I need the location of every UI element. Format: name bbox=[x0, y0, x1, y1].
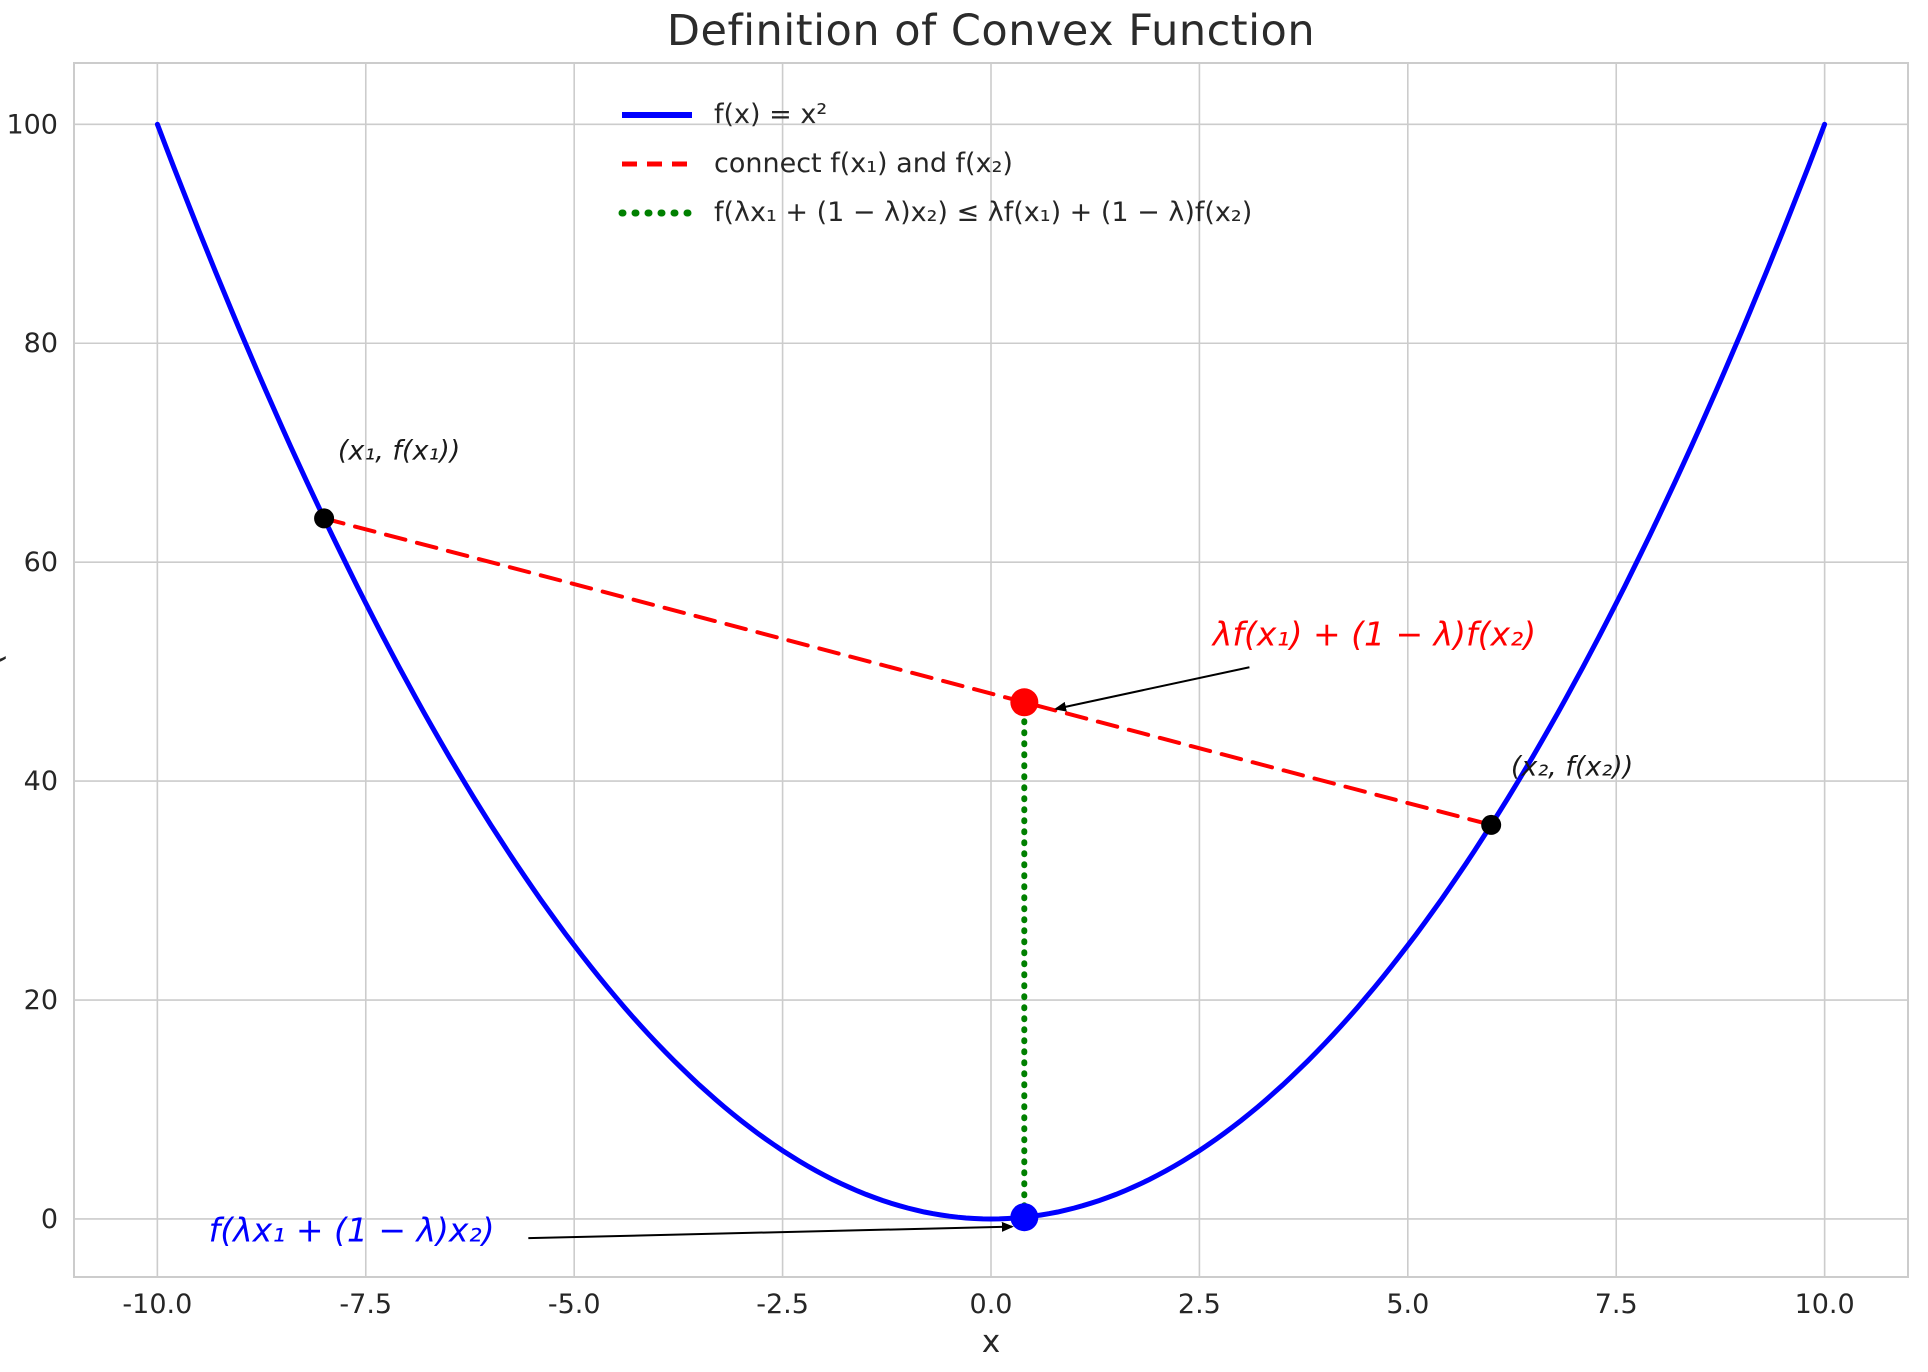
x-tick-label: -10.0 bbox=[122, 1289, 192, 1320]
x-tick-label: -2.5 bbox=[756, 1289, 809, 1320]
legend-label: f(λx₁ + (1 − λ)x₂) ≤ λf(x₁) + (1 − λ)f(x… bbox=[714, 197, 1253, 228]
x-tick-label: 7.5 bbox=[1595, 1289, 1638, 1320]
legend-item-chord: connect f(x₁) and f(x₂) bbox=[618, 139, 1252, 188]
plot-frame bbox=[73, 62, 1909, 1278]
legend-item-curve: f(x) = x² bbox=[618, 90, 1252, 139]
label-point-x2: (x₂, f(x₂)) bbox=[1510, 751, 1634, 783]
legend: f(x) = x² connect f(x₁) and f(x₂) f(λx₁ + … bbox=[618, 90, 1252, 237]
point-chord-interp bbox=[1010, 688, 1039, 717]
x-tick-label: 10.0 bbox=[1795, 1289, 1855, 1320]
legend-item-inequality: f(λx₁ + (1 − λ)x₂) ≤ λf(x₁) + (1 − λ)f(x… bbox=[618, 188, 1252, 237]
y-tick-label: 60 bbox=[24, 547, 58, 578]
legend-sample-solid-line bbox=[622, 111, 692, 118]
x-tick-label: 5.0 bbox=[1386, 1289, 1429, 1320]
y-tick-label: 0 bbox=[41, 1204, 58, 1235]
x-axis-label: x bbox=[981, 1324, 1001, 1360]
y-tick-label: 40 bbox=[24, 766, 58, 797]
x-tick-label: -5.0 bbox=[548, 1289, 601, 1320]
series-curve bbox=[154, 121, 1828, 1222]
y-tick-label: 80 bbox=[24, 328, 58, 359]
y-tick-label: 100 bbox=[6, 109, 58, 140]
point-x2 bbox=[1481, 814, 1502, 835]
label-curve-interp: f(λx₁ + (1 − λ)x₂) bbox=[208, 1210, 495, 1250]
point-x1 bbox=[314, 508, 335, 529]
legend-label: f(x) = x² bbox=[714, 99, 828, 130]
label-chord-interp-arrow bbox=[1054, 666, 1250, 712]
label-point-x1: (x₁, f(x₁)) bbox=[337, 435, 461, 467]
x-tick-label: 0.0 bbox=[970, 1289, 1013, 1320]
x-tick-label: 2.5 bbox=[1178, 1289, 1221, 1320]
series-chord bbox=[322, 516, 1494, 827]
y-tick-label: 20 bbox=[24, 985, 58, 1016]
legend-sample-dotted-line bbox=[618, 209, 696, 216]
x-tick-label: -7.5 bbox=[339, 1289, 392, 1320]
chart-title: Definition of Convex Function bbox=[666, 6, 1316, 56]
point-curve-interp bbox=[1010, 1203, 1039, 1232]
label-chord-interp: λf(x₁) + (1 − λ)f(x₂) bbox=[1212, 614, 1537, 654]
legend-label: connect f(x₁) and f(x₂) bbox=[714, 148, 1013, 179]
y-axis-label-fragment: ( bbox=[0, 653, 11, 666]
label-curve-interp-arrow bbox=[528, 1221, 1014, 1240]
legend-sample-dashed-line bbox=[622, 161, 692, 166]
